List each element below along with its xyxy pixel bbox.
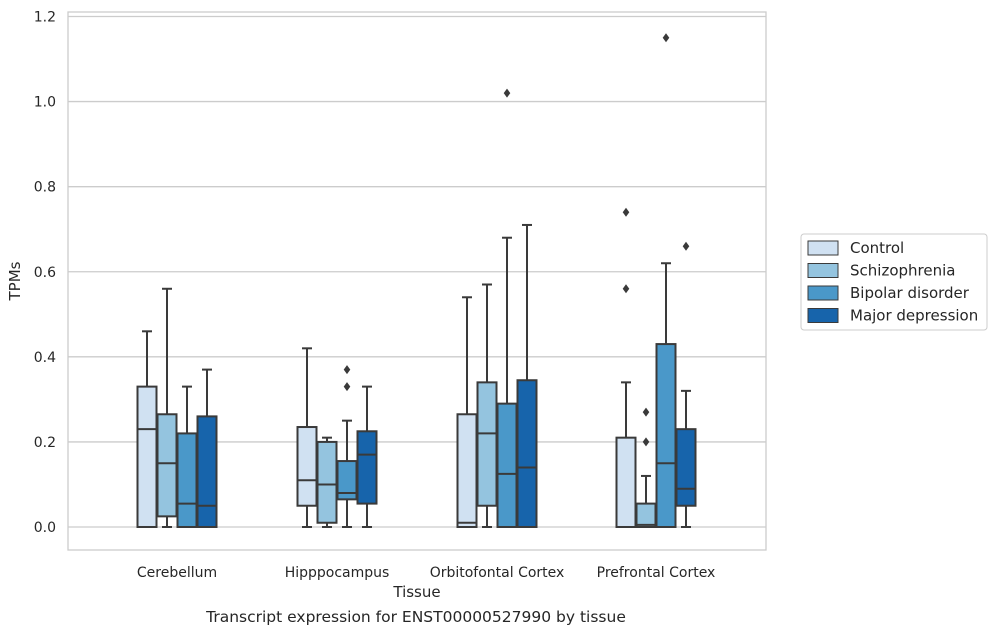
box-major-depression [516, 223, 538, 529]
legend-swatch [807, 308, 839, 323]
box-schizophrenia [635, 407, 657, 528]
chart-caption: Transcript expression for ENST0000052799… [206, 608, 626, 626]
box-iqr [196, 415, 218, 528]
box-iqr [176, 432, 198, 528]
box-schizophrenia [316, 436, 338, 528]
y-axis-ticks: 0.0 0.2 0.4 0.6 0.8 1.0 1.2 [34, 10, 56, 537]
box-iqr [316, 440, 338, 524]
box-schizophrenia [156, 287, 178, 528]
legend-items: Control Schizophrenia Bipolar disorder Majo… [807, 239, 978, 325]
box-schizophrenia [476, 283, 498, 528]
legend-label: Control [850, 239, 904, 257]
box-iqr [516, 379, 538, 529]
box-iqr [136, 385, 158, 528]
legend-swatch [807, 263, 839, 278]
box-major-depression [675, 241, 697, 528]
x-axis-ticks: Cerebellum Hipppocampus Orbitofontal Corte… [137, 565, 715, 581]
box-control [456, 296, 478, 529]
x-tick-label: Hipppocampus [285, 565, 390, 581]
y-tick-label: 1.0 [34, 95, 56, 111]
box-control [296, 347, 318, 528]
box-iqr [675, 428, 697, 507]
legend-label: Schizophrenia [850, 262, 955, 280]
legend: Control Schizophrenia Bipolar disorder Majo… [800, 233, 988, 331]
y-tick-label: 1.2 [34, 10, 56, 26]
outlier-point [662, 33, 670, 43]
box-bipolar-disorder [655, 33, 677, 528]
box-bipolar-disorder [176, 385, 198, 528]
box-iqr [456, 413, 478, 529]
box-bipolar-disorder [496, 88, 518, 529]
x-tick-label: Cerebellum [137, 565, 217, 581]
outlier-point [642, 437, 650, 447]
y-tick-label: 0.0 [34, 520, 56, 536]
x-axis-label: Tissue [392, 583, 440, 601]
box-iqr [655, 343, 677, 528]
outlier-point [622, 207, 630, 217]
outlier-point [343, 382, 351, 392]
y-tick-label: 0.6 [34, 265, 56, 281]
box-major-depression [356, 385, 378, 528]
box-iqr [296, 426, 318, 507]
legend-frame [800, 233, 988, 331]
outlier-point [642, 407, 650, 417]
box-iqr [156, 413, 178, 518]
box-iqr [635, 502, 657, 528]
box-control [136, 330, 158, 528]
boxes [136, 33, 697, 529]
box-major-depression [196, 368, 218, 528]
plot-area-frame [67, 11, 767, 551]
legend-swatch [807, 285, 839, 301]
box-iqr [476, 381, 498, 507]
y-tick-label: 0.4 [34, 350, 56, 366]
outlier-point [622, 284, 630, 294]
legend-swatch [807, 240, 839, 256]
box-bipolar-disorder [336, 365, 358, 528]
y-axis-label: TPMs [6, 261, 24, 301]
x-tick-label: Orbitofontal Cortex [430, 565, 565, 581]
legend-label: Major depression [850, 307, 978, 325]
y-tick-label: 0.8 [34, 180, 56, 196]
outlier-point [503, 88, 511, 98]
box-iqr [496, 402, 518, 529]
legend-label: Bipolar disorder [850, 284, 970, 302]
y-tick-label: 0.2 [34, 435, 56, 451]
box-iqr [615, 436, 637, 529]
x-tick-label: Prefrontal Cortex [597, 565, 716, 581]
outlier-point [343, 365, 351, 375]
box-control [615, 207, 637, 529]
box-iqr [356, 430, 378, 505]
outlier-point [682, 241, 690, 251]
